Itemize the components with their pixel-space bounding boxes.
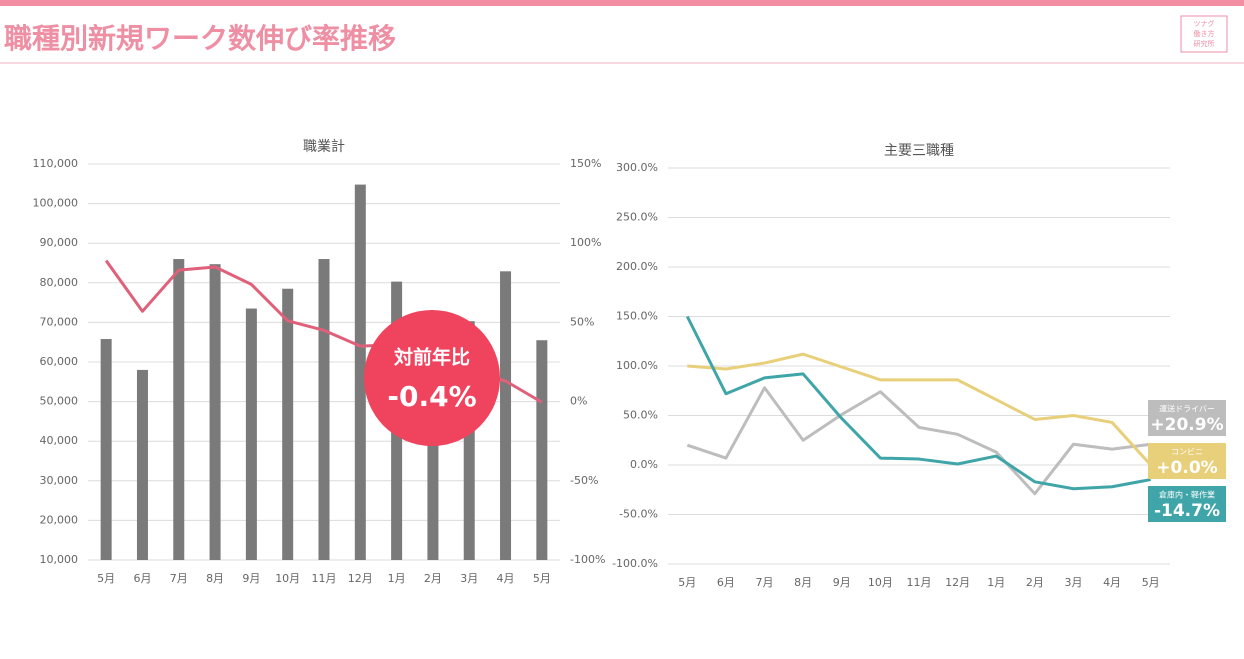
logo-text: 働き方 bbox=[1194, 29, 1215, 38]
y-tick-label: 80,000 bbox=[40, 276, 79, 289]
x-tick-label: 11月 bbox=[907, 576, 932, 589]
logo-text: ツナグ bbox=[1194, 19, 1215, 28]
logo-text: 研究所 bbox=[1194, 39, 1215, 48]
x-tick-label: 8月 bbox=[794, 576, 812, 589]
y2-tick-label: 0% bbox=[570, 395, 587, 408]
y-tick-label: 20,000 bbox=[40, 513, 79, 526]
bar bbox=[500, 271, 512, 560]
end-label-box bbox=[1148, 400, 1226, 436]
y-tick-label: 90,000 bbox=[40, 236, 79, 249]
logo-box bbox=[1180, 15, 1228, 53]
end-label: +0.0% bbox=[1156, 458, 1217, 478]
y-tick-label: -100.0% bbox=[612, 557, 658, 570]
end-label-box bbox=[1148, 443, 1226, 479]
annotation-text: 対前年比 bbox=[393, 346, 470, 369]
y-tick-label: 70,000 bbox=[40, 315, 79, 328]
x-tick-label: 9月 bbox=[242, 572, 260, 585]
x-tick-label: 7月 bbox=[756, 576, 774, 589]
x-tick-label: 1月 bbox=[388, 572, 406, 585]
line-series bbox=[687, 352, 1152, 467]
top-bar bbox=[0, 0, 1244, 6]
y-tick-label: 40,000 bbox=[40, 434, 79, 447]
series-name: 倉庫内・軽作業 bbox=[1159, 490, 1215, 500]
y-tick-label: 300.0% bbox=[616, 161, 658, 174]
bar bbox=[245, 308, 257, 560]
y-tick-label: 100.0% bbox=[616, 359, 658, 372]
bar bbox=[136, 369, 148, 560]
bar bbox=[100, 339, 112, 560]
x-tick-label: 5月 bbox=[678, 576, 696, 589]
x-tick-label: 4月 bbox=[497, 572, 515, 585]
y2-tick-label: 150% bbox=[570, 157, 601, 170]
bar bbox=[173, 259, 185, 560]
end-label-box bbox=[1148, 486, 1226, 522]
x-tick-label: 5月 bbox=[1142, 576, 1160, 589]
bar bbox=[427, 393, 439, 560]
y-tick-label: 100,000 bbox=[33, 197, 79, 210]
x-tick-label: 5月 bbox=[533, 572, 551, 585]
x-tick-label: 4月 bbox=[1103, 576, 1121, 589]
x-tick-label: 5月 bbox=[97, 572, 115, 585]
bar bbox=[318, 259, 330, 560]
x-tick-label: 6月 bbox=[717, 576, 735, 589]
chart-title: 職業計 bbox=[303, 139, 345, 155]
y2-tick-label: 100% bbox=[570, 236, 601, 249]
y-tick-label: 50,000 bbox=[40, 395, 79, 408]
bar bbox=[209, 264, 221, 560]
x-tick-label: 8月 bbox=[206, 572, 224, 585]
y-tick-label: 250.0% bbox=[616, 211, 658, 224]
chart-title: 主要三職種 bbox=[884, 143, 954, 159]
page-title: 職種別新規ワーク数伸び率推移 bbox=[4, 22, 396, 55]
y-tick-label: 60,000 bbox=[40, 355, 79, 368]
y-tick-label: 200.0% bbox=[616, 260, 658, 273]
end-label: +20.9% bbox=[1150, 415, 1223, 435]
y-tick-label: 110,000 bbox=[33, 157, 79, 170]
x-tick-label: 3月 bbox=[1064, 576, 1082, 589]
line-series bbox=[685, 315, 1151, 491]
y-tick-label: 10,000 bbox=[40, 553, 79, 566]
series-name: 運送ドライバー bbox=[1159, 404, 1215, 414]
x-tick-label: 12月 bbox=[945, 576, 970, 589]
bar bbox=[354, 184, 366, 561]
x-tick-label: 10月 bbox=[868, 576, 893, 589]
bar bbox=[463, 321, 475, 560]
y-tick-label: 150.0% bbox=[616, 310, 658, 323]
end-label: -14.7% bbox=[1154, 501, 1220, 521]
x-tick-label: 2月 bbox=[1026, 576, 1044, 589]
y-tick-label: 30,000 bbox=[40, 474, 79, 487]
x-tick-label: 10月 bbox=[275, 572, 300, 585]
y-tick-label: -50.0% bbox=[619, 508, 658, 521]
series-name: コンビニ bbox=[1171, 448, 1203, 457]
annotation-value: -0.4% bbox=[387, 380, 476, 413]
x-tick-label: 12月 bbox=[348, 572, 373, 585]
annotation-circle bbox=[364, 310, 500, 446]
x-tick-label: 11月 bbox=[312, 572, 337, 585]
x-tick-label: 6月 bbox=[133, 572, 151, 585]
x-tick-label: 9月 bbox=[833, 576, 851, 589]
y2-tick-label: 50% bbox=[570, 315, 594, 328]
bar bbox=[536, 340, 548, 560]
y2-tick-label: -50% bbox=[570, 474, 598, 487]
x-tick-label: 7月 bbox=[170, 572, 188, 585]
x-tick-label: 1月 bbox=[987, 576, 1005, 589]
y2-tick-label: -100% bbox=[570, 553, 605, 566]
x-tick-label: 2月 bbox=[424, 572, 442, 585]
line-series bbox=[686, 386, 1151, 496]
y-tick-label: 0.0% bbox=[630, 458, 658, 471]
x-tick-label: 3月 bbox=[460, 572, 478, 585]
bar bbox=[282, 288, 294, 560]
y-tick-label: 50.0% bbox=[623, 409, 658, 422]
